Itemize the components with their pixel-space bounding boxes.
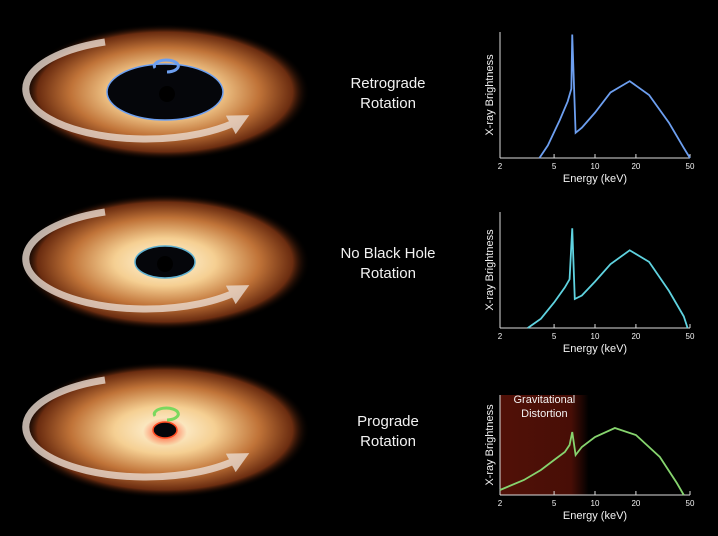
spectrum-line xyxy=(538,34,691,159)
spectrum-line xyxy=(499,427,685,496)
rotation-arrow xyxy=(22,376,250,481)
spin-arrow xyxy=(152,406,180,422)
x-tick-label: 20 xyxy=(631,162,640,171)
black-hole xyxy=(159,86,175,102)
x-axis-label: Energy (keV) xyxy=(563,173,627,185)
y-axis-label: X-ray Brightness xyxy=(484,54,496,136)
x-tick-label: 50 xyxy=(686,499,695,508)
panel-label: Prograde xyxy=(357,413,419,430)
x-axis-label: Energy (keV) xyxy=(563,343,627,355)
x-tick-label: 20 xyxy=(631,499,640,508)
panel-label: Rotation xyxy=(360,95,416,112)
spectrum-line xyxy=(527,228,689,329)
x-tick-label: 10 xyxy=(591,162,600,171)
x-tick-label: 2 xyxy=(498,499,503,508)
x-axis-label: Energy (keV) xyxy=(563,510,627,522)
x-tick-label: 20 xyxy=(631,332,640,341)
x-tick-label: 2 xyxy=(498,332,503,341)
panel-label: No Black Hole xyxy=(340,245,435,262)
x-tick-label: 5 xyxy=(552,499,557,508)
spin-arrow xyxy=(152,58,180,74)
x-tick-label: 10 xyxy=(591,499,600,508)
x-tick-label: 10 xyxy=(591,332,600,341)
x-tick-label: 5 xyxy=(552,162,557,171)
y-axis-label: X-ray Brightness xyxy=(484,404,496,486)
panel-label: Rotation xyxy=(360,265,416,282)
x-tick-label: 50 xyxy=(686,332,695,341)
panel-label: Rotation xyxy=(360,433,416,450)
panel-label: Retrograde xyxy=(350,75,425,92)
illustrations xyxy=(20,24,310,498)
rotation-arrow xyxy=(22,208,250,313)
annotation: Distortion xyxy=(521,408,567,420)
x-tick-label: 5 xyxy=(552,332,557,341)
x-tick-label: 50 xyxy=(686,162,695,171)
black-hole-shadow xyxy=(152,421,178,439)
x-tick-label: 2 xyxy=(498,162,503,171)
y-axis-label: X-ray Brightness xyxy=(484,229,496,311)
black-hole xyxy=(157,256,173,272)
annotation: Gravitational xyxy=(514,394,576,406)
rotation-arrow xyxy=(22,38,250,143)
